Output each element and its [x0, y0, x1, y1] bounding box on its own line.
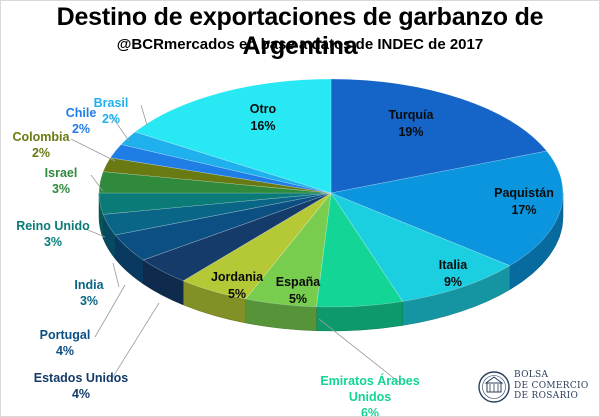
leader-line-portugal — [94, 284, 126, 338]
slice-name-portugal: Portugal — [40, 328, 91, 342]
slice-value-jordania: 5% — [228, 287, 246, 301]
leader-line-india — [112, 262, 120, 288]
slice-value-otro: 16% — [250, 119, 275, 133]
slice-value-reino-unido: 3% — [44, 235, 62, 249]
slice-label-israel: Israel 3% — [45, 166, 78, 196]
chart-subtitle: @BCRmercados en base a datos de INDEC de… — [116, 36, 484, 53]
slice-label-chile: Chile 2% — [66, 106, 97, 136]
pie-slice-espana — [245, 191, 332, 308]
slice-name-brasil: Brasil — [94, 96, 129, 110]
leader-lines-layer — [70, 104, 401, 384]
slice-value-india: 3% — [80, 294, 98, 308]
slice-value-espana: 5% — [289, 292, 307, 306]
slice-label-brasil: Brasil 2% — [94, 96, 129, 126]
slice-name-otro: Otro — [250, 102, 277, 116]
pie-slice-portugal — [114, 192, 332, 261]
slice-label-reino-unido: Reino Unido 3% — [16, 219, 90, 249]
slice-value-paquistan: 17% — [511, 203, 536, 217]
pie-slice-otro — [134, 78, 332, 194]
logo-line-3: DE ROSARIO — [514, 391, 579, 401]
pie-slice-paquistan — [329, 150, 564, 267]
pie-slice-colombia — [102, 157, 332, 194]
slice-name-emiratos-arabes-unidos: Emiratos Árabes — [320, 373, 419, 388]
slice-label-italia: Italia 9% — [439, 258, 469, 289]
slice-name-india: India — [74, 278, 104, 292]
slice-name-espana: España — [276, 275, 322, 289]
pie-slice-emiratos-arabes-unidos — [316, 192, 404, 308]
slice-value-estados-unidos: 4% — [72, 387, 90, 401]
pie-slice-turquia — [330, 78, 548, 194]
slice-name-paquistan: Paquistán — [494, 186, 554, 200]
pie-slice-jordania — [182, 192, 332, 300]
pie-slice-brasil — [120, 131, 332, 194]
slice-label-estados-unidos: Estados Unidos 4% — [34, 371, 129, 401]
slice-name-estados-unidos: Estados Unidos — [34, 371, 129, 385]
logo-line-2: DE COMERCIO — [514, 380, 589, 391]
slice-value-israel: 3% — [52, 182, 70, 196]
logo-line-1: BOLSA — [514, 370, 549, 380]
slice-label-espana: España 5% — [276, 275, 322, 306]
slice-value-brasil: 2% — [102, 112, 120, 126]
slice-label-portugal: Portugal 4% — [40, 328, 91, 358]
pie-slice-chile — [109, 144, 332, 194]
slice-name-turquia: Turquía — [389, 108, 435, 122]
pie-slice-reino-unido — [98, 192, 332, 215]
leader-line-emiratos-arabes-unidos — [318, 318, 401, 384]
leader-line-israel — [90, 174, 104, 192]
pie-slices-layer — [98, 78, 564, 308]
pie-slice-italia — [330, 192, 511, 302]
leader-line-chile — [110, 114, 130, 142]
leader-line-brasil — [140, 104, 148, 126]
leader-line-estados-unidos — [110, 302, 160, 381]
slice-name-italia: Italia — [439, 258, 469, 272]
slice-labels-layer: Turquía 19% Paquistán 17% Italia 9% Emiratos Á… — [13, 96, 554, 416]
slice-label-emiratos-arabes-unidos: Emiratos Árabes Unidos 6% — [320, 373, 419, 416]
bcr-logo-text: BOLSA DE COMERCIO DE ROSARIO — [514, 370, 594, 402]
slice-name-israel: Israel — [45, 166, 78, 180]
leader-line-colombia — [70, 138, 116, 162]
slice-name-reino-unido: Reino Unido — [16, 219, 90, 233]
chart-title: Destino de exportaciones de garbanzo de … — [56, 3, 544, 60]
slice-label-otro: Otro 16% — [250, 102, 277, 133]
slice-value-turquia: 19% — [398, 125, 423, 139]
slice-value-colombia: 2% — [32, 146, 50, 160]
slice-name-cont-emiratos-arabes-unidos: Unidos — [349, 390, 391, 404]
slice-name-jordania: Jordania — [211, 270, 264, 284]
slice-label-colombia: Colombia 2% — [13, 130, 71, 160]
pie-slice-israel — [98, 171, 332, 194]
slice-name-colombia: Colombia — [13, 130, 71, 144]
slice-value-chile: 2% — [72, 122, 90, 136]
leader-line-reino-unido — [82, 227, 106, 238]
slice-value-emiratos-arabes-unidos: 6% — [361, 406, 379, 416]
slice-label-jordania: Jordania 5% — [211, 270, 264, 301]
bcr-logo-emblem — [478, 371, 510, 403]
slice-label-paquistan: Paquistán 17% — [494, 186, 554, 217]
slice-value-italia: 9% — [444, 275, 462, 289]
pie-slice-estados-unidos — [142, 192, 332, 282]
slice-label-india: India 3% — [74, 278, 104, 308]
slice-name-chile: Chile — [66, 106, 97, 120]
slice-label-turquia: Turquía 19% — [389, 108, 435, 139]
pie-slice-india — [102, 192, 332, 236]
slice-value-portugal: 4% — [56, 344, 74, 358]
